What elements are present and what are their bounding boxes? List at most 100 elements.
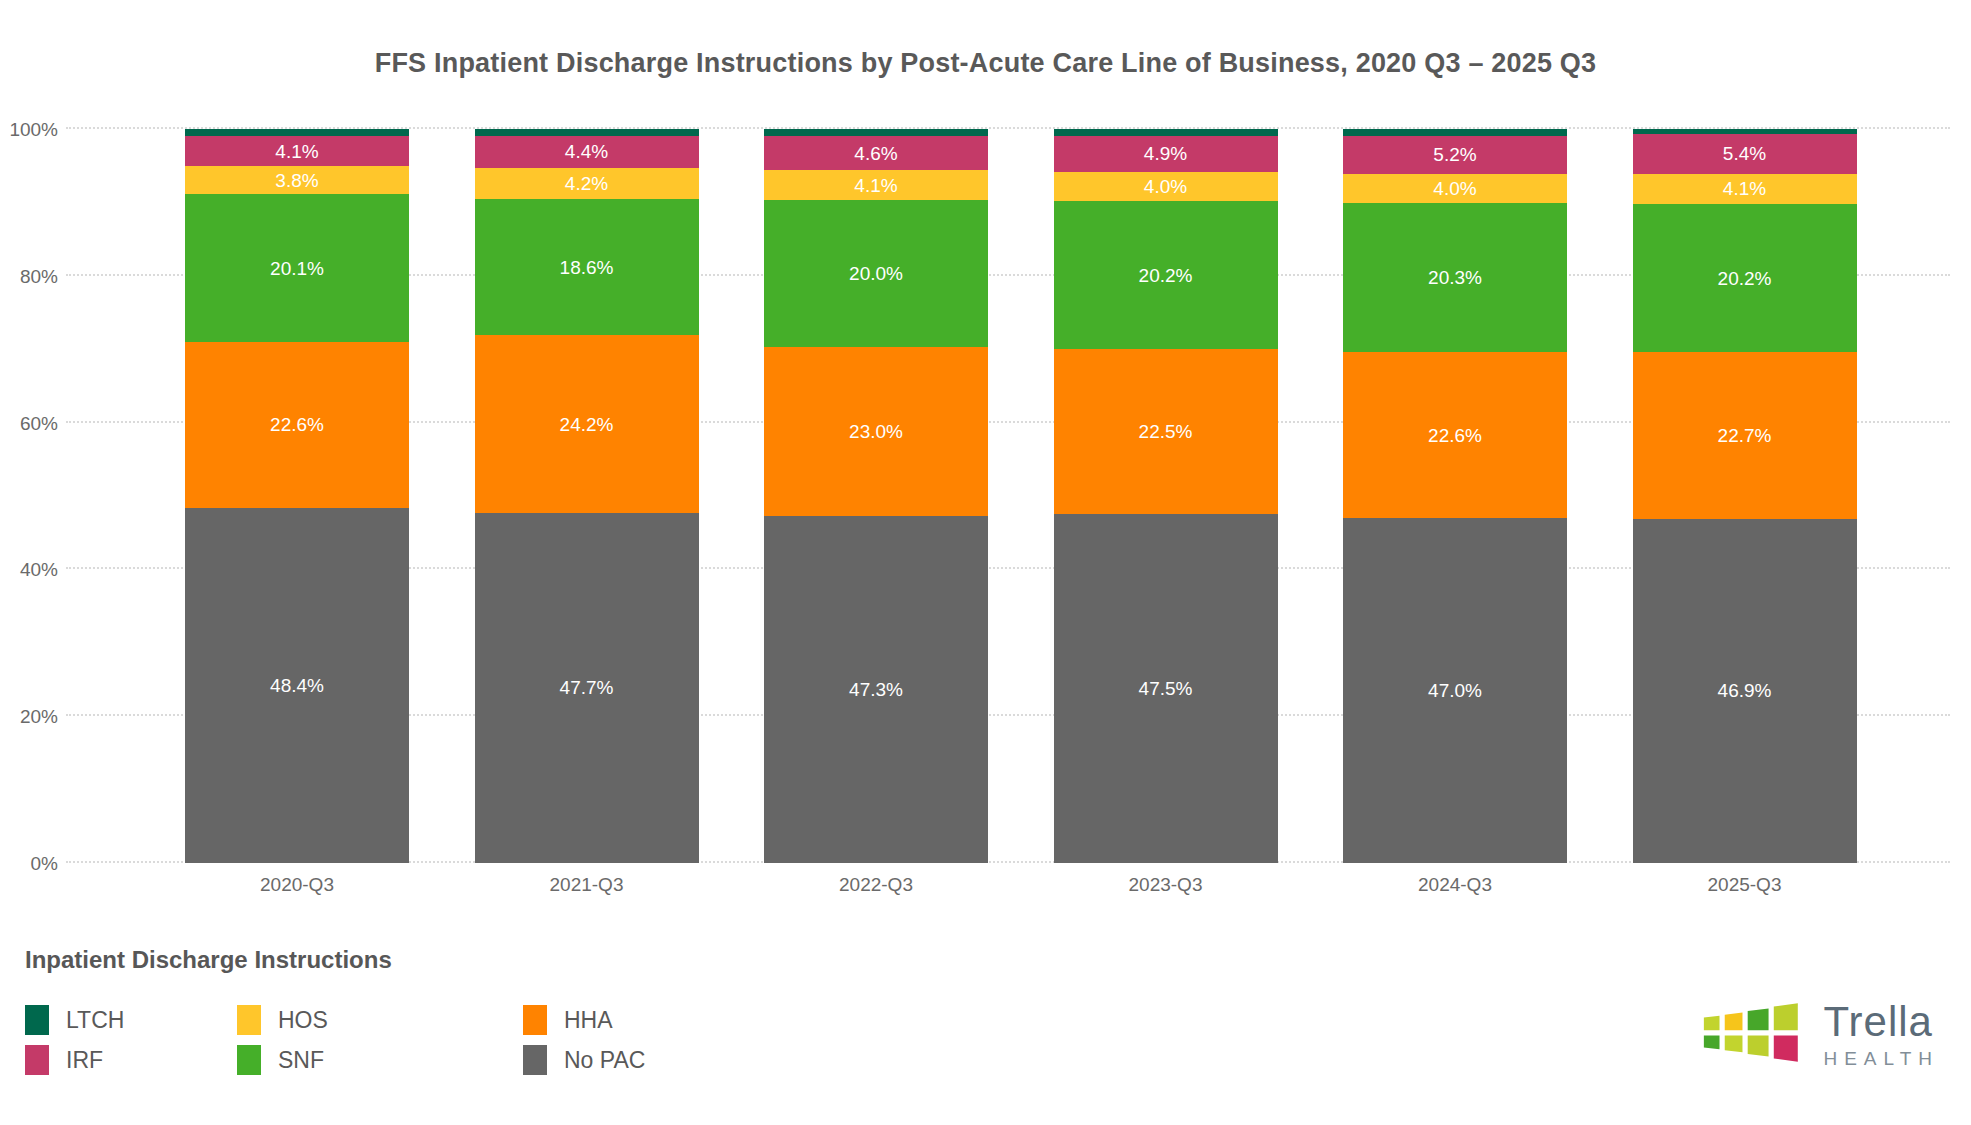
- bar-segment-hos-2024-Q3[interactable]: 4.0%: [1343, 174, 1567, 203]
- y-axis-tick-20%: 20%: [0, 706, 58, 728]
- bar-group-2024-Q3: 47.0%22.6%20.3%4.0%5.2%2024-Q3: [1343, 129, 1567, 863]
- legend-item-label: HOS: [278, 1007, 328, 1034]
- bar-segment-ltch-2021-Q3[interactable]: [475, 129, 699, 136]
- logo-tile: [1725, 1036, 1743, 1053]
- bar-segment-irf-2022-Q3[interactable]: 4.6%: [764, 136, 988, 170]
- bar-segment-hha-2024-Q3[interactable]: 22.6%: [1343, 352, 1567, 518]
- bar-segment-snf-2022-Q3[interactable]: 20.0%: [764, 200, 988, 347]
- bar-segment-no-pac-2025-Q3[interactable]: 46.9%: [1633, 519, 1857, 863]
- bar-segment-ltch-2023-Q3[interactable]: [1054, 129, 1278, 136]
- logo-tiles-icon: [1701, 986, 1809, 1082]
- logo-sub: HEALTH: [1823, 1049, 1939, 1068]
- x-axis-label-2023-Q3: 2023-Q3: [1054, 874, 1278, 896]
- bar-segment-snf-2020-Q3[interactable]: 20.1%: [185, 194, 409, 342]
- bar-segment-ltch-2025-Q3[interactable]: [1633, 129, 1857, 134]
- legend-item-hha[interactable]: HHA: [523, 1005, 645, 1035]
- legend-swatch-icon: [25, 1005, 49, 1035]
- bar-segment-hha-2025-Q3[interactable]: 22.7%: [1633, 352, 1857, 519]
- legend-swatch-icon: [25, 1045, 49, 1075]
- segment-value-label: 20.2%: [1139, 266, 1193, 285]
- segment-value-label: 20.0%: [849, 264, 903, 283]
- bar-segment-irf-2020-Q3[interactable]: 4.1%: [185, 136, 409, 166]
- bar-group-2020-Q3: 48.4%22.6%20.1%3.8%4.1%2020-Q3: [185, 129, 409, 863]
- legend-item-label: SNF: [278, 1047, 324, 1074]
- legend-item-snf[interactable]: SNF: [237, 1045, 523, 1075]
- bar-segment-snf-2024-Q3[interactable]: 20.3%: [1343, 203, 1567, 352]
- bar-segment-no-pac-2022-Q3[interactable]: 47.3%: [764, 516, 988, 863]
- bar-segment-no-pac-2021-Q3[interactable]: 47.7%: [475, 513, 699, 863]
- segment-value-label: 4.1%: [275, 142, 318, 161]
- bar-segment-irf-2023-Q3[interactable]: 4.9%: [1054, 136, 1278, 172]
- bar-segment-hos-2020-Q3[interactable]: 3.8%: [185, 166, 409, 194]
- legend-swatch-icon: [237, 1005, 261, 1035]
- legend-item-label: IRF: [66, 1047, 103, 1074]
- x-axis-label-2022-Q3: 2022-Q3: [764, 874, 988, 896]
- segment-value-label: 22.6%: [270, 415, 324, 434]
- bar-group-2025-Q3: 46.9%22.7%20.2%4.1%5.4%2025-Q3: [1633, 129, 1857, 863]
- y-axis-tick-0%: 0%: [0, 853, 58, 875]
- segment-value-label: 3.8%: [275, 171, 318, 190]
- x-axis-label-2021-Q3: 2021-Q3: [475, 874, 699, 896]
- bar-segment-snf-2023-Q3[interactable]: 20.2%: [1054, 201, 1278, 349]
- legend-item-label: No PAC: [564, 1047, 645, 1074]
- bar-segment-hha-2020-Q3[interactable]: 22.6%: [185, 342, 409, 508]
- y-axis-tick-100%: 100%: [0, 119, 58, 141]
- legend-item-ltch[interactable]: LTCH: [25, 1005, 237, 1035]
- y-axis-tick-80%: 80%: [0, 266, 58, 288]
- segment-value-label: 4.1%: [1723, 179, 1766, 198]
- bar-segment-ltch-2024-Q3[interactable]: [1343, 129, 1567, 136]
- stacked-bar-chart: 0%20%40%60%80%100%48.4%22.6%20.1%3.8%4.1…: [66, 129, 1950, 863]
- bar-segment-snf-2021-Q3[interactable]: 18.6%: [475, 199, 699, 336]
- x-axis-label-2024-Q3: 2024-Q3: [1343, 874, 1567, 896]
- logo-tile: [1748, 1036, 1769, 1057]
- segment-value-label: 22.6%: [1428, 426, 1482, 445]
- segment-value-label: 20.3%: [1428, 268, 1482, 287]
- segment-value-label: 18.6%: [560, 258, 614, 277]
- legend-swatch-icon: [523, 1005, 547, 1035]
- bar-segment-snf-2025-Q3[interactable]: 20.2%: [1633, 204, 1857, 352]
- bar-segment-hos-2021-Q3[interactable]: 4.2%: [475, 168, 699, 199]
- segment-value-label: 47.5%: [1139, 679, 1193, 698]
- segment-value-label: 46.9%: [1718, 681, 1772, 700]
- bar-segment-hha-2022-Q3[interactable]: 23.0%: [764, 347, 988, 516]
- bar-segment-ltch-2022-Q3[interactable]: [764, 129, 988, 136]
- bar-segment-irf-2024-Q3[interactable]: 5.2%: [1343, 136, 1567, 174]
- bar-segment-hos-2022-Q3[interactable]: 4.1%: [764, 170, 988, 200]
- segment-value-label: 24.2%: [560, 415, 614, 434]
- segment-value-label: 20.2%: [1718, 269, 1772, 288]
- segment-value-label: 4.6%: [854, 144, 897, 163]
- legend-item-label: HHA: [564, 1007, 613, 1034]
- bar-segment-irf-2021-Q3[interactable]: 4.4%: [475, 136, 699, 168]
- legend-swatch-icon: [523, 1045, 547, 1075]
- legend-item-no-pac[interactable]: No PAC: [523, 1045, 645, 1075]
- bar-segment-hha-2023-Q3[interactable]: 22.5%: [1054, 349, 1278, 514]
- bar-segment-hos-2025-Q3[interactable]: 4.1%: [1633, 174, 1857, 204]
- bar-segment-no-pac-2023-Q3[interactable]: 47.5%: [1054, 514, 1278, 863]
- segment-value-label: 4.0%: [1144, 177, 1187, 196]
- segment-value-label: 47.0%: [1428, 681, 1482, 700]
- chart-title: FFS Inpatient Discharge Instructions by …: [0, 48, 1971, 79]
- bar-segment-irf-2025-Q3[interactable]: 5.4%: [1633, 134, 1857, 174]
- legend-item-irf[interactable]: IRF: [25, 1045, 237, 1075]
- segment-value-label: 47.7%: [560, 678, 614, 697]
- bar-segment-hha-2021-Q3[interactable]: 24.2%: [475, 335, 699, 513]
- logo-tile: [1774, 1003, 1798, 1030]
- bar-segment-ltch-2020-Q3[interactable]: [185, 129, 409, 136]
- logo-tile: [1704, 1036, 1720, 1050]
- bar-segment-no-pac-2024-Q3[interactable]: 47.0%: [1343, 518, 1567, 863]
- bar-group-2021-Q3: 47.7%24.2%18.6%4.2%4.4%2021-Q3: [475, 129, 699, 863]
- logo-text: Trella HEALTH: [1823, 1001, 1939, 1068]
- trella-health-logo: Trella HEALTH: [1701, 986, 1939, 1082]
- logo-brand: Trella: [1823, 1001, 1939, 1043]
- y-axis-tick-60%: 60%: [0, 413, 58, 435]
- bar-segment-no-pac-2020-Q3[interactable]: 48.4%: [185, 508, 409, 863]
- logo-tile: [1725, 1013, 1743, 1031]
- segment-value-label: 4.0%: [1433, 179, 1476, 198]
- segment-value-label: 22.7%: [1718, 426, 1772, 445]
- segment-value-label: 23.0%: [849, 422, 903, 441]
- segment-value-label: 4.4%: [565, 142, 608, 161]
- segment-value-label: 4.2%: [565, 174, 608, 193]
- y-axis-tick-40%: 40%: [0, 559, 58, 581]
- legend-item-hos[interactable]: HOS: [237, 1005, 523, 1035]
- bar-segment-hos-2023-Q3[interactable]: 4.0%: [1054, 172, 1278, 201]
